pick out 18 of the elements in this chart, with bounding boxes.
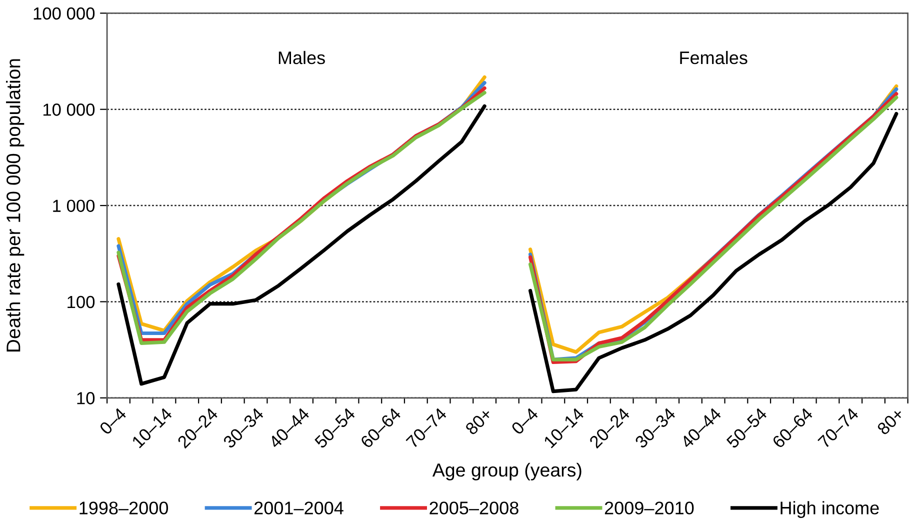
x-axis-title: Age group (years) (432, 462, 582, 480)
x-tick-label: 80+ (464, 407, 493, 436)
y-axis-title: Death rate per 100 000 population (6, 59, 24, 352)
x-tick-label: 80+ (876, 407, 905, 436)
annotation: Males (278, 50, 325, 64)
legend-label: 2009–2010 (604, 502, 694, 514)
y-tick-label: 100 000 (34, 7, 95, 20)
x-tick-label: 0–4 (510, 406, 539, 436)
annotation: Females (680, 50, 748, 64)
legend-label: 1998–2000 (80, 502, 168, 514)
legend-label: High income (780, 501, 879, 518)
legend-label: 2001–2004 (254, 502, 344, 514)
y-tick-label: 10 000 (43, 104, 95, 116)
y-tick-label: 100 (68, 296, 95, 308)
x-tick-label: 0–4 (98, 406, 128, 436)
y-tick-label: 1 000 (53, 200, 95, 212)
legend-label: 2005–2008 (430, 502, 518, 514)
y-tick-label: 10 (77, 392, 95, 404)
